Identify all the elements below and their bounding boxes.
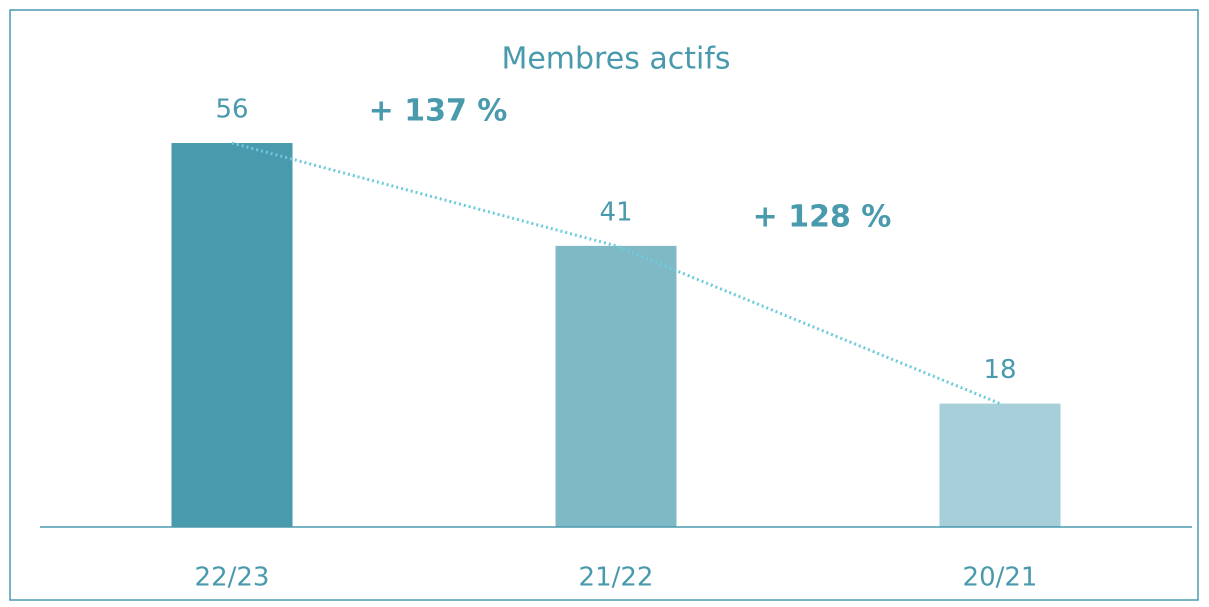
annotation: + 128 % — [753, 199, 892, 234]
chart-title: Membres actifs — [501, 42, 730, 77]
bar — [171, 143, 293, 527]
data-label: 56 — [215, 95, 248, 125]
data-label: 18 — [983, 355, 1016, 385]
bar — [555, 245, 677, 528]
bar — [939, 403, 1061, 527]
data-label: 41 — [599, 197, 632, 227]
x-tick-label: 22/23 — [195, 563, 270, 593]
frame — [9, 9, 1199, 601]
x-tick-label: 21/22 — [579, 563, 654, 593]
x-tick-label: 20/21 — [963, 563, 1038, 593]
annotation: + 137 % — [369, 94, 508, 129]
